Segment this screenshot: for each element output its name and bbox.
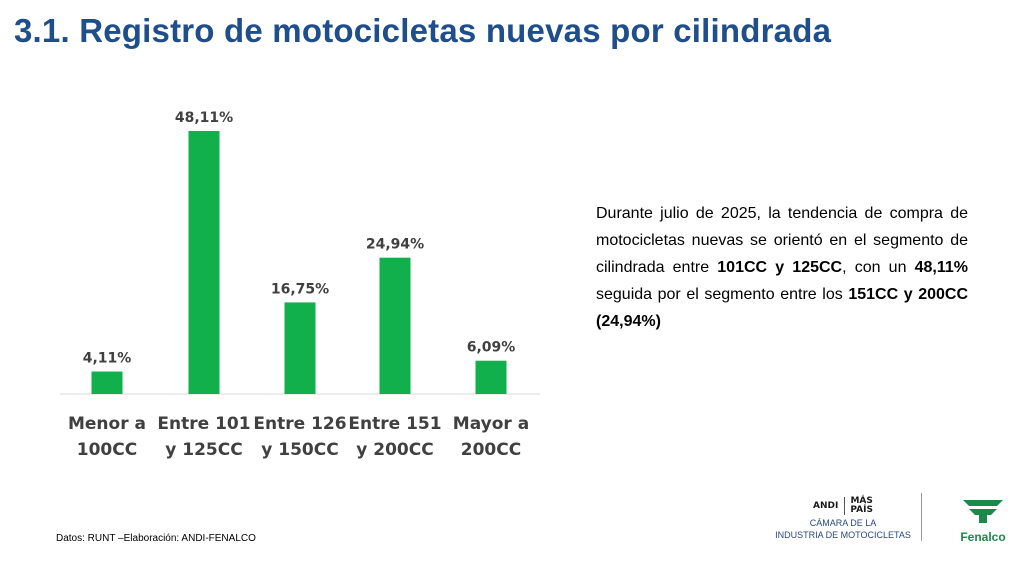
data-label: 24,94% [366, 237, 424, 253]
category-label: Entre 101 [157, 414, 250, 434]
desc-bold-segment: 101CC y 125CC [717, 259, 843, 276]
andi-mas-pais: MÁS PAÍS [844, 497, 873, 515]
category-label: Entre 126 [253, 414, 346, 434]
data-label: 16,75% [271, 281, 329, 297]
desc-part-3: seguida por el segmento entre los [596, 286, 849, 303]
bar [379, 257, 411, 394]
andi-mark: ANDI [813, 501, 839, 511]
andi-mas-line2: PAÍS [850, 505, 873, 515]
bar [91, 371, 123, 394]
fenalco-name: Fenalco [960, 530, 1006, 544]
category-label: y 150CC [261, 440, 338, 460]
data-label: 48,11% [175, 110, 233, 126]
category-label: Menor a [68, 414, 146, 434]
fenalco-icon [963, 500, 1003, 523]
desc-bold-second: 151CC y 200CC (24,94%) [596, 286, 969, 330]
desc-part-2: , con un [842, 259, 915, 276]
fenalco-logo: Fenalco [952, 497, 1014, 544]
category-label: Mayor a [453, 414, 529, 434]
category-label: Entre 151 [348, 414, 441, 434]
andi-industria-line: INDUSTRIA DE MOTOCICLETAS [775, 530, 911, 540]
andi-mas-line1: MÁS [850, 496, 873, 506]
category-label: y 125CC [165, 440, 242, 460]
desc-bold-share: 48,11% [914, 259, 969, 276]
description-text: Durante julio de 2025, la tendencia de c… [596, 200, 968, 335]
category-label: 100CC [77, 440, 137, 460]
bar [475, 360, 507, 394]
page-title: 3.1. Registro de motocicletas nuevas por… [14, 12, 832, 49]
source-note: Datos: RUNT –Elaboración: ANDI-FENALCO [56, 533, 256, 544]
andi-logo: ANDI MÁS PAÍS CÁMARA DE LA INDUSTRIA DE M… [768, 495, 918, 541]
desc-part-1: Durante julio de 2025, la tendencia de c… [596, 205, 968, 276]
data-label: 6,09% [467, 340, 516, 356]
bar [188, 131, 220, 394]
andi-camara-line: CÁMARA DE LA [809, 518, 877, 528]
data-label: 4,11% [83, 351, 132, 367]
logo-divider [921, 493, 922, 541]
category-label: 200CC [461, 440, 521, 460]
category-label: y 200CC [356, 440, 433, 460]
bar [284, 302, 316, 394]
